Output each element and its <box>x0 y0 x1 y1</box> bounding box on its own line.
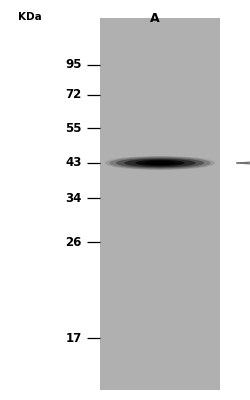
Ellipse shape <box>144 161 175 165</box>
Text: KDa: KDa <box>18 12 42 22</box>
Text: 17: 17 <box>66 332 82 344</box>
Text: 34: 34 <box>65 192 82 204</box>
Text: 26: 26 <box>65 236 82 248</box>
Text: A: A <box>150 12 159 25</box>
Text: 95: 95 <box>65 58 82 72</box>
Bar <box>100 18 219 390</box>
Ellipse shape <box>124 159 195 167</box>
Text: 72: 72 <box>66 88 82 102</box>
Ellipse shape <box>104 156 214 170</box>
Text: 55: 55 <box>65 122 82 134</box>
Ellipse shape <box>135 160 184 166</box>
Text: 43: 43 <box>65 156 82 170</box>
Ellipse shape <box>116 158 203 168</box>
Ellipse shape <box>109 157 210 169</box>
